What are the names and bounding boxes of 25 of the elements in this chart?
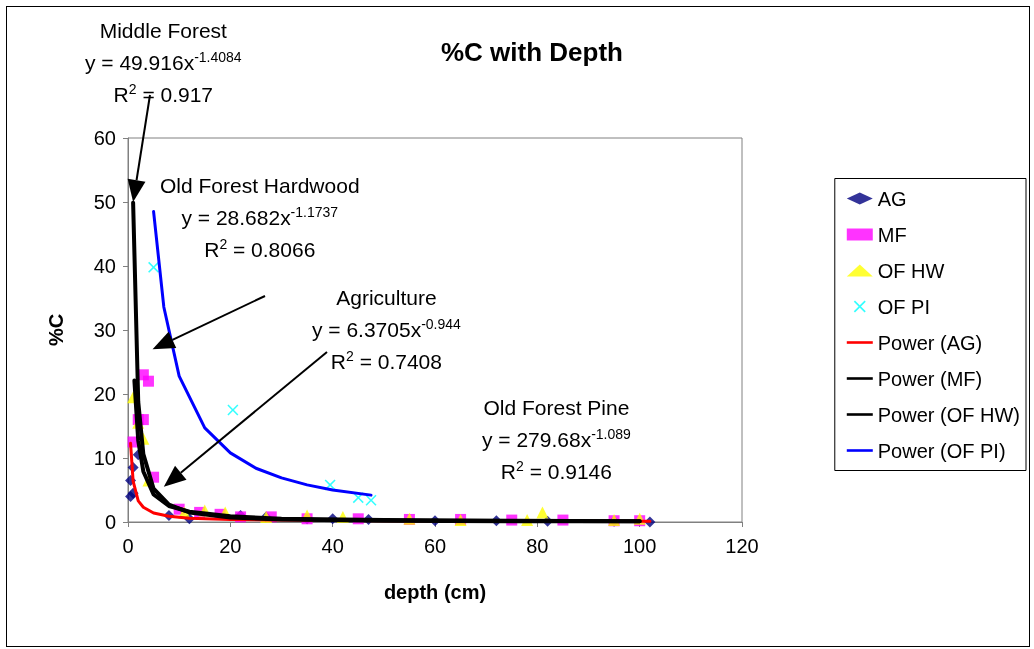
y-axis-title: %C bbox=[45, 313, 67, 347]
x-tick-label: 80 bbox=[526, 535, 549, 557]
x-tick-label: 20 bbox=[219, 535, 242, 557]
y-tick-label: 40 bbox=[93, 255, 116, 277]
x-axis-title: depth (cm) bbox=[383, 581, 487, 603]
legend-label: Power (MF) bbox=[877, 367, 983, 390]
legend-label: Power (AG) bbox=[877, 331, 983, 354]
x-tick-label: 0 bbox=[122, 535, 134, 557]
y-tick-label: 60 bbox=[93, 127, 116, 149]
legend-label: Power (OF PI) bbox=[877, 439, 1006, 462]
legend-label: OF HW bbox=[877, 259, 945, 282]
x-tick-label: 40 bbox=[321, 535, 344, 557]
x-tick-label: 100 bbox=[622, 535, 657, 557]
y-tick-label: 30 bbox=[93, 319, 116, 341]
legend-label: Power (OF HW) bbox=[877, 403, 1020, 426]
y-tick-label: 0 bbox=[104, 511, 116, 533]
x-tick-label: 120 bbox=[725, 535, 759, 557]
legend-label: AG bbox=[877, 187, 907, 210]
legend-label: MF bbox=[877, 223, 907, 246]
y-tick-label: 50 bbox=[93, 191, 116, 213]
y-tick-label: 20 bbox=[93, 383, 116, 405]
x-tick-label: 60 bbox=[423, 535, 447, 557]
y-tick-label: 10 bbox=[93, 447, 116, 469]
chart-title: %C with Depth bbox=[441, 37, 623, 67]
legend-label: OF PI bbox=[877, 295, 931, 318]
